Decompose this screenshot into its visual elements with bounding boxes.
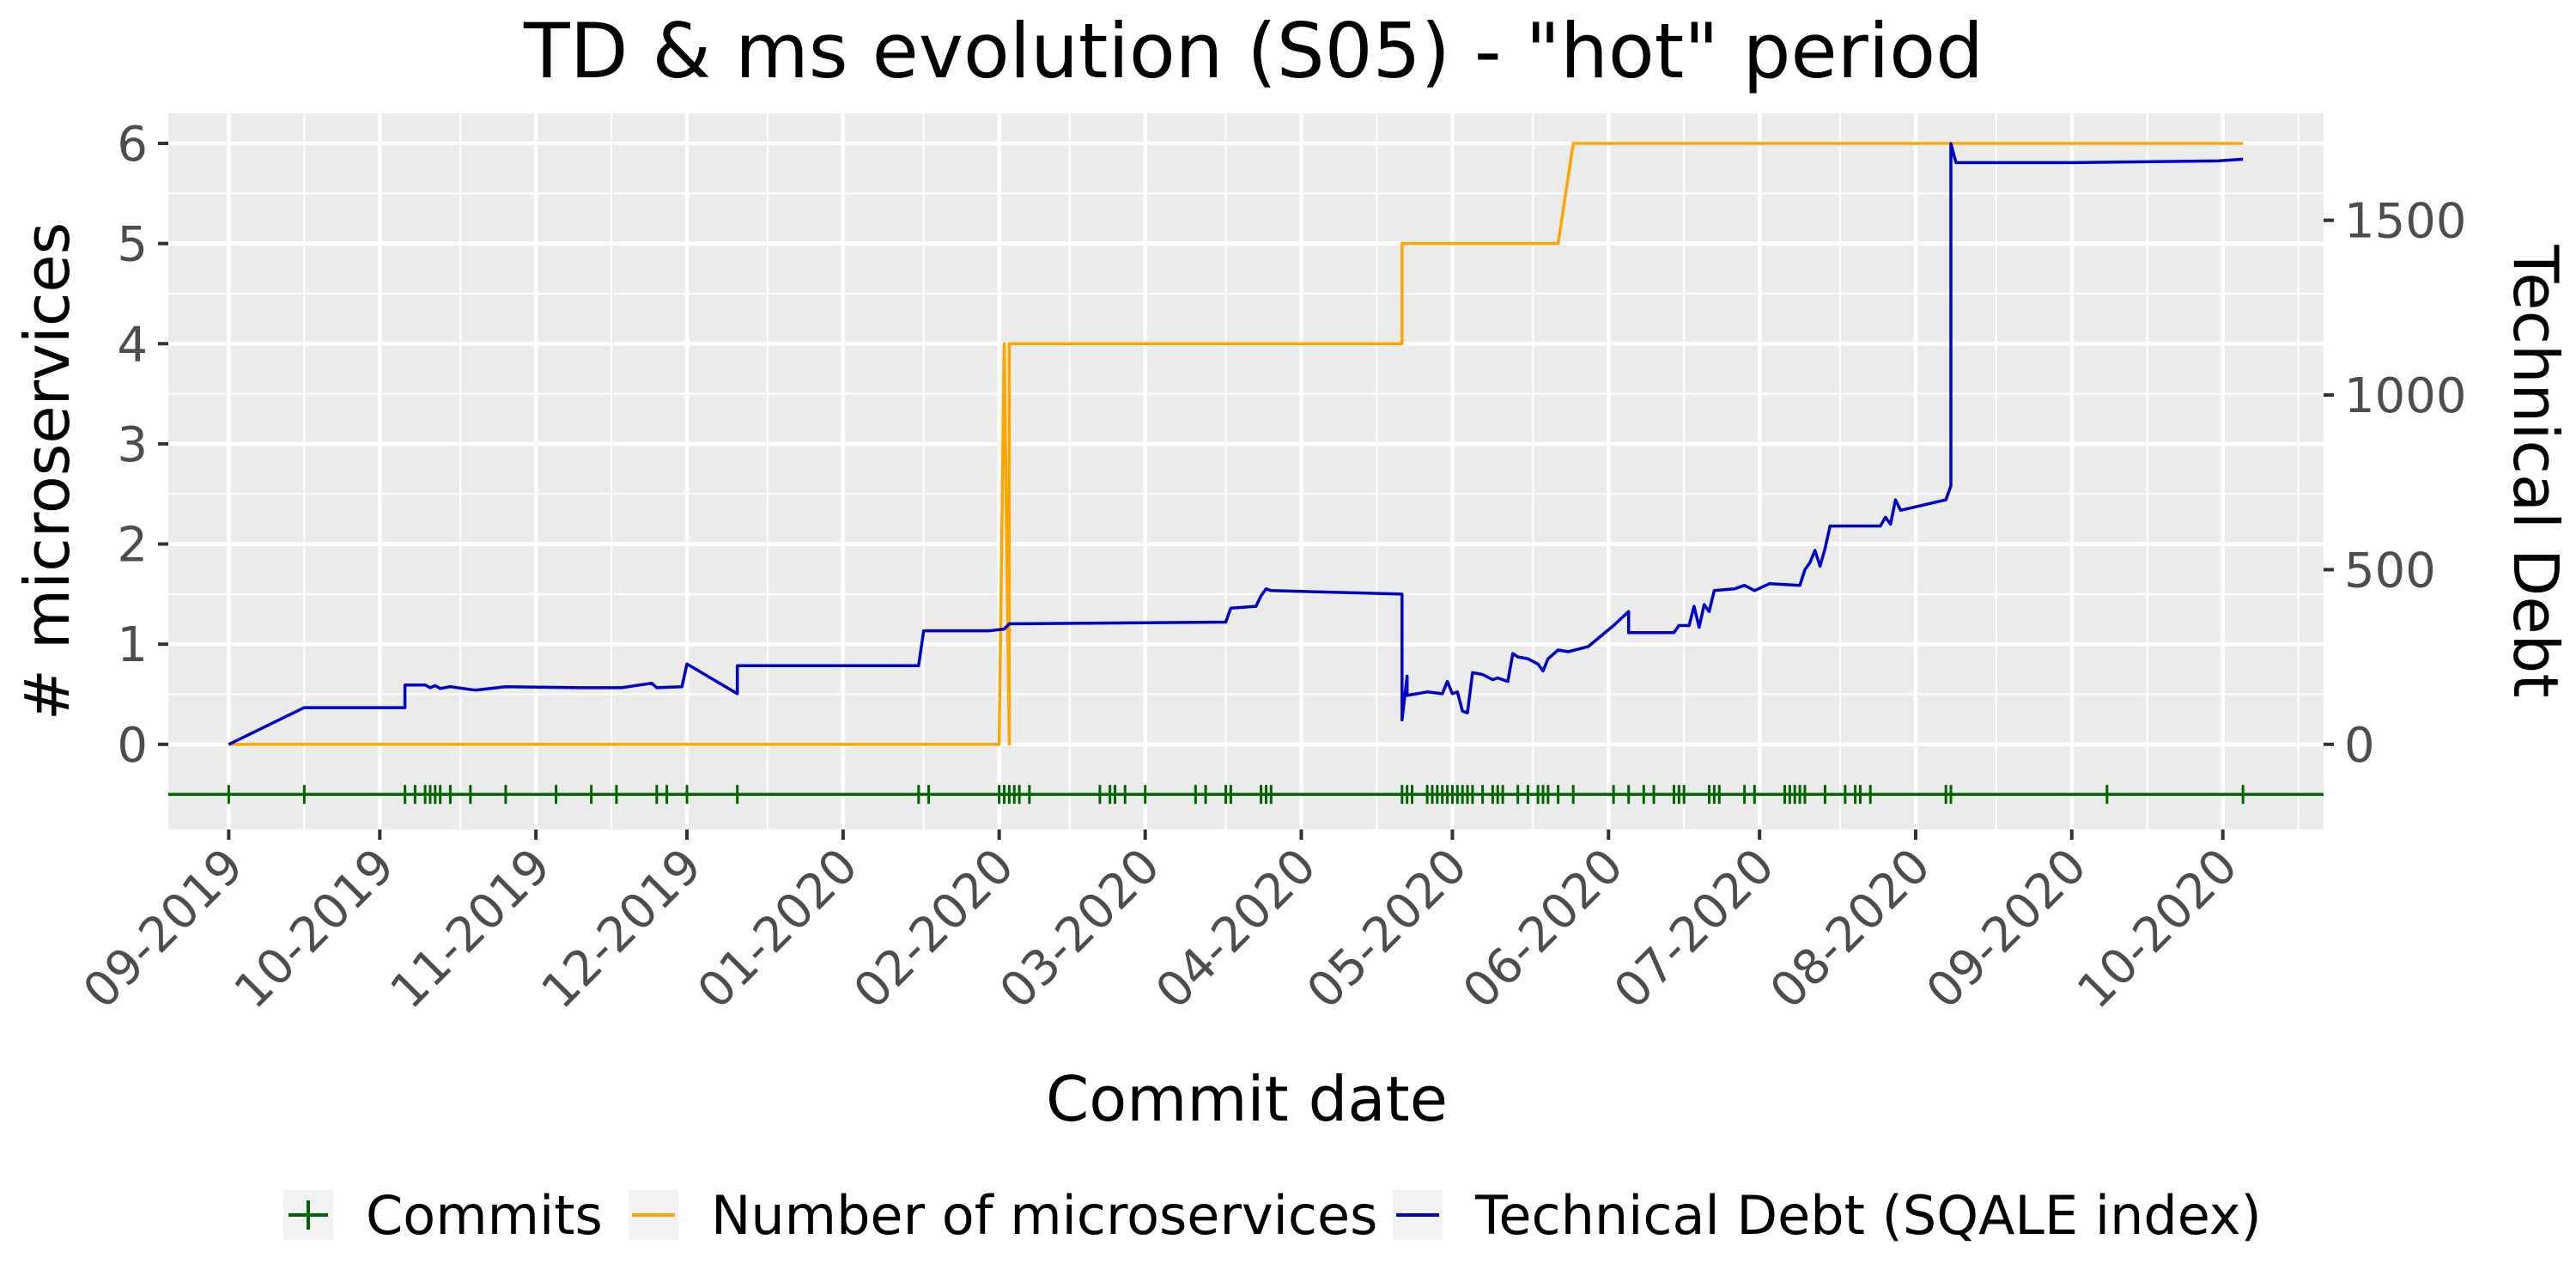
right-y-axis-title: Technical Debt bbox=[2500, 244, 2572, 697]
left-y-tick-label: 4 bbox=[117, 317, 148, 373]
x-tick-label: 05-2020 bbox=[1297, 838, 1478, 1019]
left-y-axis-title: # microservices bbox=[11, 222, 83, 720]
right-y-tick-label: 1500 bbox=[2344, 194, 2467, 250]
left-y-axis: 0 1 2 3 4 5 6 bbox=[117, 117, 168, 774]
series-layer bbox=[228, 142, 2244, 746]
legend-label-technical_debt: Technical Debt (SQALE index) bbox=[1474, 1184, 2262, 1247]
x-axis: 09-201910-201911-201912-201901-202002-20… bbox=[73, 829, 2249, 1019]
grid-lines bbox=[168, 113, 2324, 829]
legend-label-microservices: Number of microservices bbox=[711, 1184, 1377, 1247]
x-tick-label: 01-2020 bbox=[687, 838, 868, 1019]
x-tick-label: 10-2019 bbox=[224, 838, 405, 1019]
left-y-tick-label: 0 bbox=[117, 718, 148, 774]
x-tick-label: 10-2020 bbox=[2067, 838, 2248, 1019]
right-y-tick-label: 1000 bbox=[2344, 368, 2467, 424]
chart-title: TD & ms evolution (S05) - "hot" period bbox=[523, 7, 1984, 95]
left-y-tick-label: 3 bbox=[117, 417, 148, 473]
right-y-axis: 0 500 1000 1500 bbox=[2324, 194, 2467, 774]
commit-rug bbox=[168, 785, 2324, 805]
x-tick-label: 08-2020 bbox=[1759, 838, 1941, 1019]
x-tick-label: 11-2019 bbox=[380, 838, 562, 1019]
x-axis-title: Commit date bbox=[1046, 1063, 1448, 1135]
x-tick-label: 03-2020 bbox=[989, 838, 1170, 1019]
left-y-tick-label: 1 bbox=[117, 617, 148, 673]
left-y-tick-label: 6 bbox=[117, 117, 148, 173]
left-y-tick-label: 2 bbox=[117, 518, 148, 574]
legend-label-commits: Commits bbox=[366, 1184, 603, 1247]
legend: Commits Number of microservices Technical … bbox=[283, 1184, 2262, 1247]
right-y-tick-label: 500 bbox=[2344, 543, 2436, 598]
x-tick-label: 02-2020 bbox=[843, 838, 1024, 1019]
technical-debt-line bbox=[228, 142, 2244, 746]
x-tick-label: 06-2020 bbox=[1453, 838, 1634, 1019]
microservices-line bbox=[228, 142, 2244, 746]
right-y-tick-label: 0 bbox=[2344, 718, 2375, 774]
x-tick-label: 07-2020 bbox=[1604, 838, 1785, 1019]
x-tick-label: 09-2019 bbox=[73, 838, 254, 1019]
x-tick-label: 12-2019 bbox=[532, 838, 713, 1019]
left-y-tick-label: 5 bbox=[117, 217, 148, 273]
plot-panel bbox=[168, 113, 2324, 829]
x-tick-label: 09-2020 bbox=[1916, 838, 2097, 1019]
x-tick-label: 04-2020 bbox=[1145, 838, 1327, 1019]
